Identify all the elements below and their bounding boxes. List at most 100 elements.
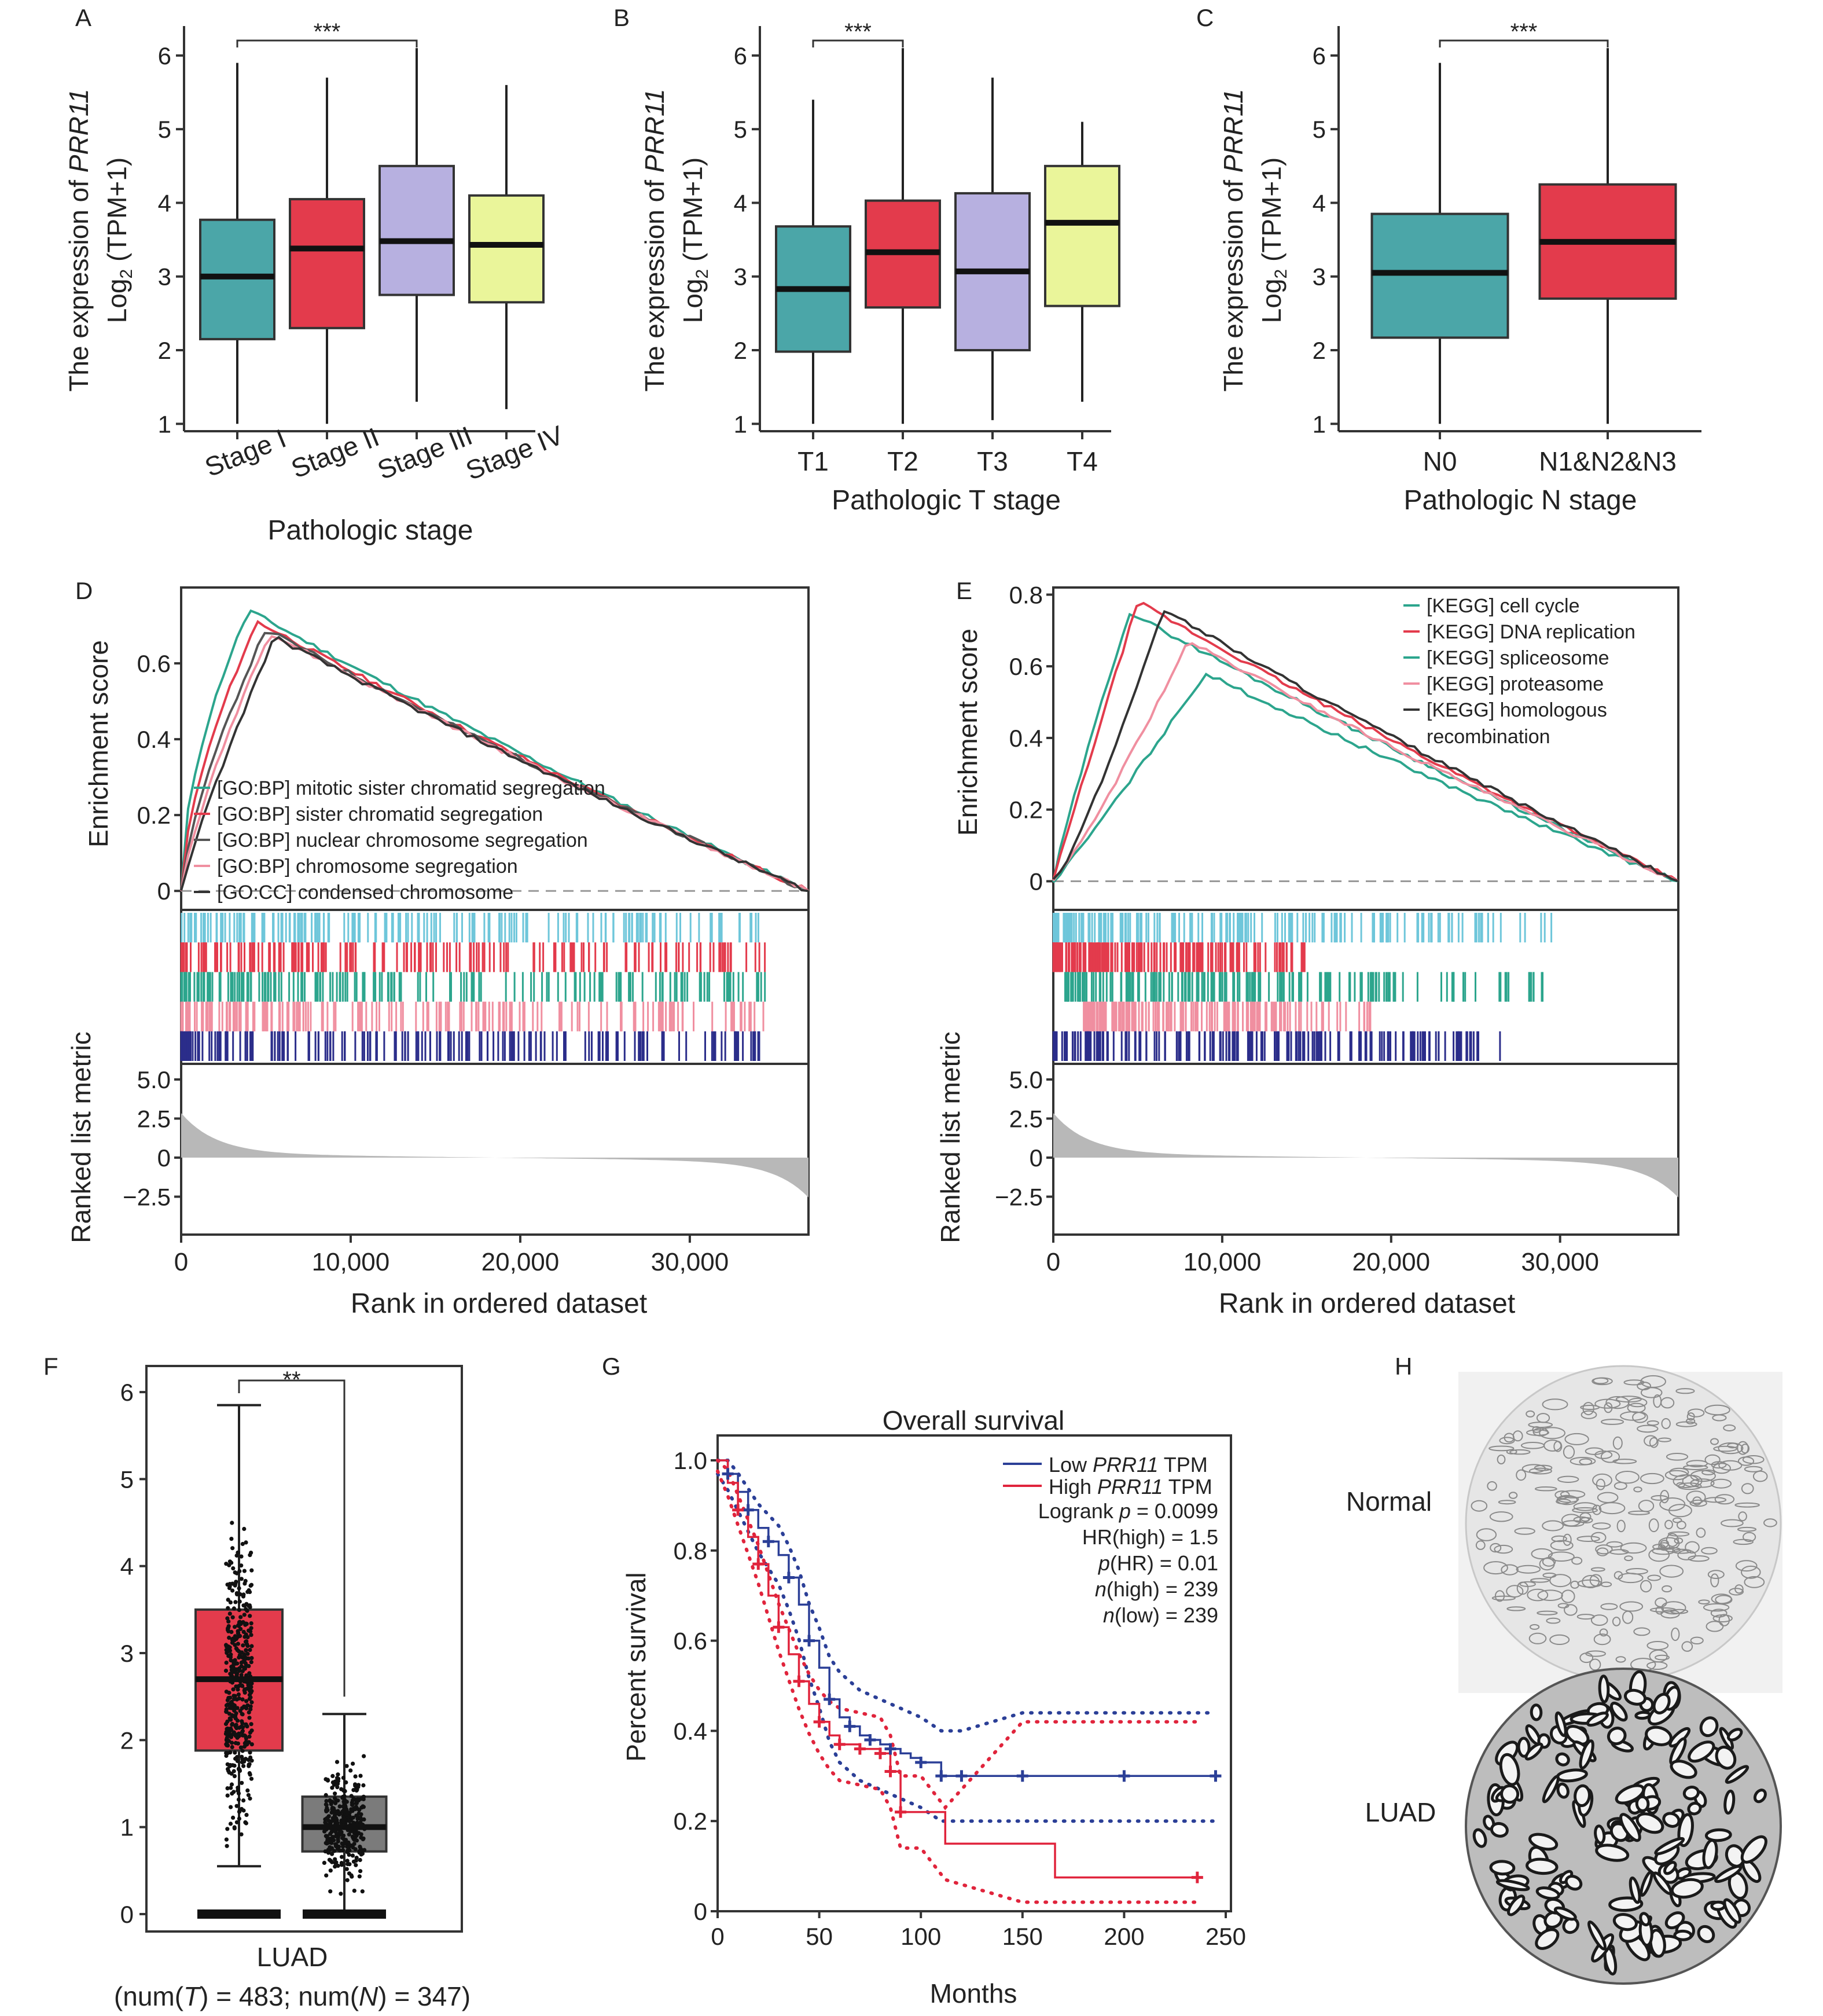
tissue-fiber bbox=[1509, 1449, 1531, 1455]
tissue-fiber bbox=[1490, 1543, 1502, 1553]
jitter-point bbox=[247, 1771, 252, 1776]
jitter-point bbox=[359, 1805, 364, 1810]
jitter-point bbox=[341, 1804, 346, 1809]
panel-letter-c: C bbox=[1196, 4, 1214, 31]
panel-f-caption-pre: (num( bbox=[114, 1981, 184, 2011]
jitter-point bbox=[225, 1616, 230, 1621]
jitter-point bbox=[226, 1731, 231, 1735]
tissue-fiber bbox=[1627, 1510, 1651, 1515]
y-tick-label: 1 bbox=[1313, 410, 1326, 438]
jitter-point bbox=[239, 1724, 244, 1729]
tissue-fiber bbox=[1489, 1511, 1513, 1522]
tissue-fiber bbox=[1664, 1519, 1673, 1530]
tissue-fiber bbox=[1561, 1589, 1575, 1603]
jitter-point bbox=[238, 1592, 242, 1596]
tissue-fiber bbox=[1549, 1634, 1570, 1645]
jitter-point bbox=[325, 1835, 329, 1839]
gland-structure bbox=[1530, 1703, 1543, 1721]
tissue-fiber bbox=[1633, 1486, 1642, 1493]
gland-structure bbox=[1489, 1860, 1516, 1876]
jitter-point bbox=[249, 1656, 254, 1661]
y-tick-label: 4 bbox=[734, 189, 747, 216]
panel-d-plot: 0 0.2 0.4 0.6 [GO:BP] mitotic sister chromat… bbox=[123, 586, 810, 1276]
jitter-point bbox=[230, 1588, 235, 1593]
jitter-point bbox=[354, 1856, 359, 1860]
jitter-point bbox=[231, 1696, 237, 1701]
tissue-fiber bbox=[1743, 1532, 1756, 1542]
gland-structure bbox=[1663, 1861, 1677, 1875]
tissue-fiber bbox=[1648, 1518, 1659, 1533]
panel-a-ylabel-gene: PRR11 bbox=[64, 89, 94, 172]
tissue-fiber bbox=[1626, 1568, 1648, 1575]
x-tick-label: T3 bbox=[977, 446, 1008, 476]
tissue-fiber bbox=[1542, 1556, 1556, 1567]
panel-b: The expression of PRR11 Log2 (TPM+1) 123… bbox=[639, 19, 1120, 516]
jitter-point bbox=[359, 1832, 363, 1837]
jitter-point bbox=[326, 1850, 331, 1855]
jitter-point bbox=[242, 1759, 247, 1764]
panel-b-xlabel: Pathologic T stage bbox=[832, 485, 1061, 516]
jitter-point bbox=[353, 1774, 358, 1779]
y-tick-label: 4 bbox=[1313, 189, 1326, 216]
jitter-point bbox=[239, 1577, 244, 1581]
jitter-point bbox=[248, 1707, 253, 1712]
tissue-fiber bbox=[1576, 1536, 1600, 1543]
panel-c-ylabel: The expression of PRR11 bbox=[1218, 89, 1248, 391]
jitter-point bbox=[244, 1813, 249, 1817]
gland-structure bbox=[1652, 1692, 1671, 1714]
legend-label: [KEGG] proteasome bbox=[1427, 673, 1604, 695]
gland-structure bbox=[1553, 1906, 1577, 1921]
jitter-point bbox=[230, 1745, 234, 1750]
x-tick-label: 30,000 bbox=[651, 1248, 729, 1276]
jitter-point bbox=[229, 1728, 234, 1732]
tissue-fiber bbox=[1690, 1636, 1704, 1645]
jitter-point bbox=[227, 1645, 232, 1650]
jitter-point bbox=[358, 1869, 363, 1874]
jitter-point bbox=[330, 1860, 335, 1864]
gland-structure bbox=[1645, 1725, 1673, 1746]
panel-a-ylabel-sub-post: (TPM+1) bbox=[102, 157, 132, 269]
jitter-point bbox=[241, 1764, 246, 1768]
tissue-fiber bbox=[1600, 1450, 1620, 1463]
jitter-point bbox=[241, 1629, 246, 1634]
panel-b-ylabel-sub-text: Log2 (TPM+1) bbox=[678, 157, 712, 323]
tissue-fiber bbox=[1563, 1445, 1575, 1459]
jitter-point bbox=[238, 1622, 243, 1626]
tissue-fiber bbox=[1534, 1464, 1553, 1471]
jitter-point bbox=[337, 1804, 342, 1809]
panel-letter-d: D bbox=[75, 577, 93, 604]
panel-g-ylabel: Percent survival bbox=[621, 1572, 651, 1761]
y-tick-label: 2 bbox=[1313, 337, 1326, 364]
jitter-point bbox=[234, 1723, 238, 1727]
jitter-point bbox=[234, 1592, 240, 1597]
tissue-fiber bbox=[1646, 1420, 1659, 1426]
significance-label: *** bbox=[314, 19, 341, 45]
jitter-point bbox=[245, 1703, 250, 1707]
jitter-point bbox=[354, 1838, 359, 1843]
jitter-point bbox=[234, 1820, 239, 1824]
tissue-fiber bbox=[1592, 1504, 1602, 1515]
tissue-fiber bbox=[1712, 1463, 1731, 1474]
y-tick-label: 6 bbox=[120, 1379, 134, 1406]
tissue-fiber bbox=[1528, 1632, 1547, 1644]
tissue-fiber bbox=[1701, 1547, 1718, 1555]
jitter-point bbox=[235, 1735, 240, 1740]
jitter-point bbox=[351, 1820, 356, 1825]
panel-b-ylabel-sub-pre: Log bbox=[678, 278, 708, 323]
tissue-fiber bbox=[1733, 1538, 1754, 1545]
ihc-luad-texture bbox=[1472, 1670, 1767, 1975]
tissue-fiber bbox=[1686, 1460, 1708, 1468]
panel-c-ylabel-sub-post: (TPM+1) bbox=[1256, 157, 1287, 269]
tissue-fiber bbox=[1592, 1377, 1613, 1386]
jitter-point bbox=[224, 1710, 229, 1714]
tissue-fiber bbox=[1612, 1436, 1623, 1450]
tissue-fiber bbox=[1735, 1560, 1758, 1572]
tissue-fiber bbox=[1675, 1421, 1697, 1427]
jitter-point bbox=[229, 1701, 233, 1705]
tissue-fiber bbox=[1499, 1437, 1515, 1445]
tissue-fiber bbox=[1710, 1478, 1732, 1489]
gland-structure bbox=[1526, 1857, 1559, 1875]
jitter-point bbox=[247, 1734, 252, 1739]
jitter-point bbox=[240, 1729, 244, 1735]
panel-g-xlabel: Months bbox=[930, 1978, 1017, 2008]
